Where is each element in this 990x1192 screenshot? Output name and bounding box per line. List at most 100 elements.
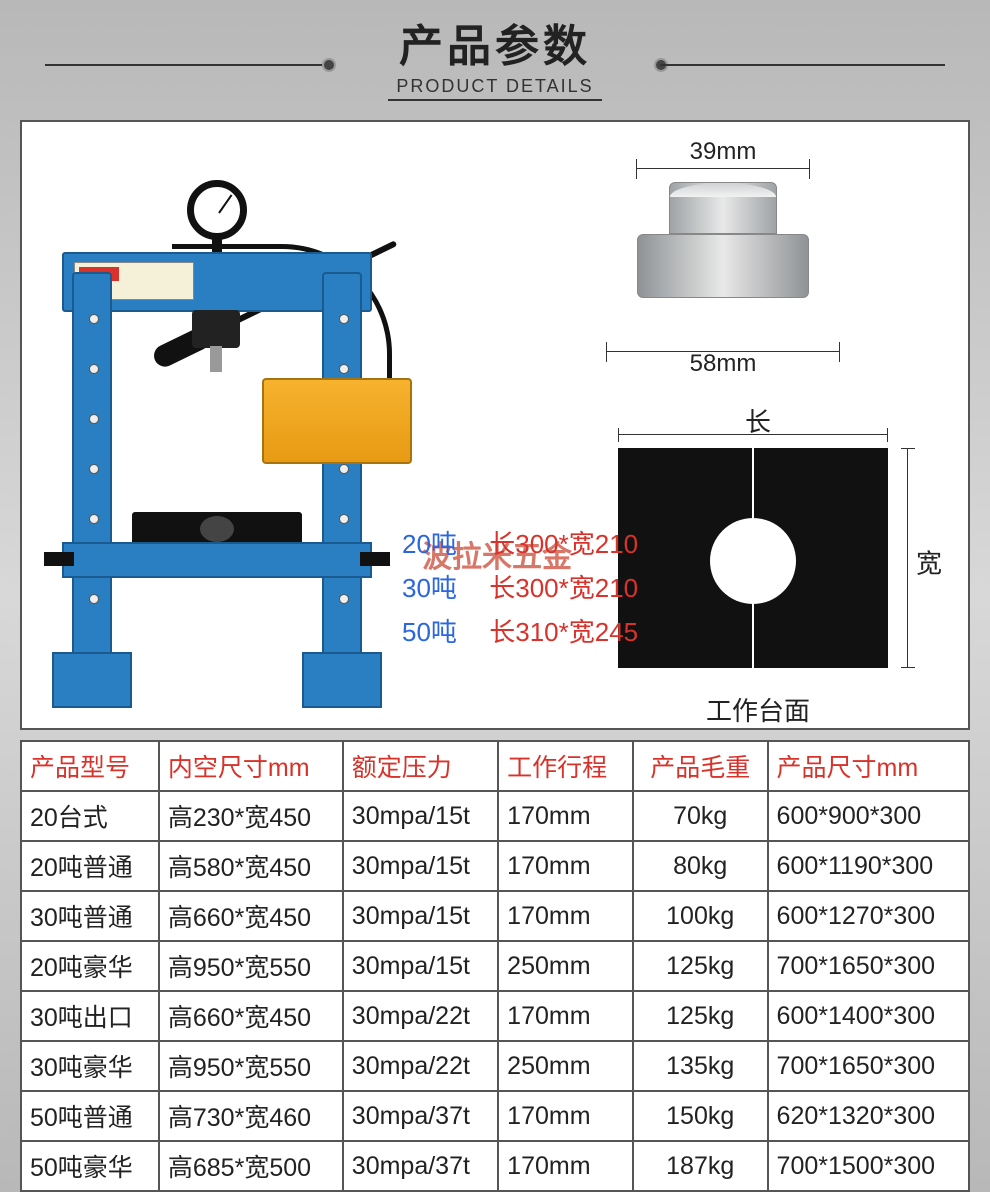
- table-cell: 高660*宽450: [159, 991, 343, 1041]
- spec-ton: 30吨: [402, 566, 482, 610]
- table-cell: 30mpa/15t: [343, 891, 498, 941]
- press-base-right: [302, 652, 382, 708]
- worktable-split: [752, 448, 754, 668]
- press-shaft-left: [44, 552, 74, 566]
- cylinder-diagram: 39mm 58mm: [568, 142, 878, 382]
- table-cell: 30吨出口: [21, 991, 159, 1041]
- main-panel: 39mm 58mm 长 宽 工作台面 波拉米五金 20吨 长300*宽210 3…: [20, 120, 970, 730]
- spec-row: 20吨 长300*宽210: [402, 522, 638, 566]
- table-header-cell: 工作行程: [498, 741, 633, 791]
- table-cell: 125kg: [633, 991, 768, 1041]
- table-cell: 50吨普通: [21, 1091, 159, 1141]
- spec-row: 50吨 长310*宽245: [402, 610, 638, 654]
- table-header-cell: 产品尺寸mm: [768, 741, 969, 791]
- decor-dot-left: [322, 58, 336, 72]
- table-row: 30吨出口高660*宽45030mpa/22t170mm125kg600*140…: [21, 991, 969, 1041]
- table-cell: 250mm: [498, 941, 633, 991]
- press-pillar-right: [322, 272, 362, 662]
- table-cell: 高660*宽450: [159, 891, 343, 941]
- table-cell: 170mm: [498, 1141, 633, 1191]
- decor-line-right: [660, 64, 945, 66]
- table-cell: 30mpa/15t: [343, 941, 498, 991]
- table-cell: 620*1320*300: [768, 1091, 969, 1141]
- press-base-left: [52, 652, 132, 708]
- cylinder-top-dim: 39mm: [690, 138, 757, 166]
- worktable-width-label: 宽: [916, 544, 942, 581]
- spec-ton: 20吨: [402, 522, 482, 566]
- table-cell: 170mm: [498, 791, 633, 841]
- spec-list: 20吨 长300*宽210 30吨 长300*宽210 50吨 长310*宽24…: [402, 522, 638, 654]
- table-cell: 135kg: [633, 1041, 768, 1091]
- table-cell: 100kg: [633, 891, 768, 941]
- table-cell: 20台式: [21, 791, 159, 841]
- table-cell: 20吨普通: [21, 841, 159, 891]
- table-row: 20吨普通高580*宽45030mpa/15t170mm80kg600*1190…: [21, 841, 969, 891]
- table-cell: 30吨普通: [21, 891, 159, 941]
- table-cell: 高580*宽450: [159, 841, 343, 891]
- table-cell: 170mm: [498, 841, 633, 891]
- table-cell: 70kg: [633, 791, 768, 841]
- press-ram: [192, 310, 240, 348]
- worktable-dim-horizontal: [618, 434, 888, 435]
- table-row: 50吨豪华高685*宽50030mpa/37t170mm187kg700*150…: [21, 1141, 969, 1191]
- table-cell: 187kg: [633, 1141, 768, 1191]
- press-illustration: [22, 122, 412, 728]
- table-cell: 高730*宽460: [159, 1091, 343, 1141]
- press-workplate: [132, 512, 302, 546]
- table-cell: 高685*宽500: [159, 1141, 343, 1191]
- table-cell: 高950*宽550: [159, 1041, 343, 1091]
- title-en: PRODUCT DETAILS: [388, 76, 601, 101]
- table-cell: 170mm: [498, 891, 633, 941]
- table-header-cell: 产品型号: [21, 741, 159, 791]
- table-cell: 700*1500*300: [768, 1141, 969, 1191]
- table-cell: 30mpa/15t: [343, 841, 498, 891]
- table-cell: 30mpa/37t: [343, 1091, 498, 1141]
- press-pillar-left: [72, 272, 112, 662]
- table-cell: 30mpa/15t: [343, 791, 498, 841]
- table-cell: 高950*宽550: [159, 941, 343, 991]
- table-cell: 170mm: [498, 1091, 633, 1141]
- cylinder-bottom-dim: 58mm: [690, 350, 757, 378]
- table-cell: 150kg: [633, 1091, 768, 1141]
- spec-ton: 50吨: [402, 610, 482, 654]
- title-cn: 产品参数: [399, 10, 591, 74]
- table-cell: 700*1650*300: [768, 1041, 969, 1091]
- cylinder-bottom: [637, 234, 809, 298]
- table-header-cell: 内空尺寸mm: [159, 741, 343, 791]
- table-row: 30吨普通高660*宽45030mpa/15t170mm100kg600*127…: [21, 891, 969, 941]
- table-cell: 80kg: [633, 841, 768, 891]
- table-cell: 600*1270*300: [768, 891, 969, 941]
- press-shaft-right: [360, 552, 390, 566]
- worktable-caption: 工作台面: [706, 691, 810, 728]
- table-header-cell: 产品毛重: [633, 741, 768, 791]
- table-cell: 700*1650*300: [768, 941, 969, 991]
- table-cell: 30mpa/22t: [343, 991, 498, 1041]
- pump-box: [262, 378, 412, 464]
- table-cell: 600*900*300: [768, 791, 969, 841]
- table-cell: 20吨豪华: [21, 941, 159, 991]
- table-row: 50吨普通高730*宽46030mpa/37t170mm150kg620*132…: [21, 1091, 969, 1141]
- table-cell: 600*1400*300: [768, 991, 969, 1041]
- spec-size: 长300*宽210: [489, 573, 638, 603]
- table-cell: 高230*宽450: [159, 791, 343, 841]
- worktable-dim-vertical: [907, 448, 908, 668]
- table-row: 20台式高230*宽45030mpa/15t170mm70kg600*900*3…: [21, 791, 969, 841]
- table-cell: 250mm: [498, 1041, 633, 1091]
- table-header-row: 产品型号内空尺寸mm额定压力工作行程产品毛重产品尺寸mm: [21, 741, 969, 791]
- spec-size: 长310*宽245: [489, 617, 638, 647]
- dim-line-top: [636, 168, 810, 169]
- spec-size: 长300*宽210: [489, 529, 638, 559]
- spec-row: 30吨 长300*宽210: [402, 566, 638, 610]
- gauge-icon: [187, 180, 247, 240]
- decor-line-left: [45, 64, 330, 66]
- table-cell: 600*1190*300: [768, 841, 969, 891]
- cylinder-top: [669, 182, 777, 234]
- table-cell: 30mpa/37t: [343, 1141, 498, 1191]
- spec-table: 产品型号内空尺寸mm额定压力工作行程产品毛重产品尺寸mm 20台式高230*宽4…: [20, 740, 970, 1192]
- press-mid-beam: [62, 542, 372, 578]
- table-cell: 50吨豪华: [21, 1141, 159, 1191]
- table-body: 20台式高230*宽45030mpa/15t170mm70kg600*900*3…: [21, 791, 969, 1191]
- table-header-cell: 额定压力: [343, 741, 498, 791]
- table-row: 30吨豪华高950*宽55030mpa/22t250mm135kg700*165…: [21, 1041, 969, 1091]
- table-cell: 170mm: [498, 991, 633, 1041]
